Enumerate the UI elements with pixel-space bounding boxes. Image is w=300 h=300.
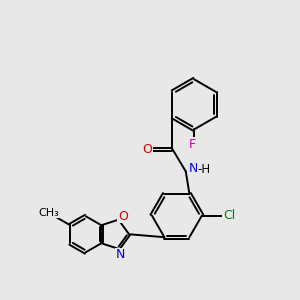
Text: N: N <box>188 162 198 175</box>
Text: N: N <box>115 248 124 261</box>
Text: -H: -H <box>197 163 211 176</box>
Text: O: O <box>118 210 128 223</box>
Text: CH₃: CH₃ <box>39 208 60 218</box>
Text: O: O <box>142 143 152 156</box>
Text: Cl: Cl <box>223 209 235 222</box>
Text: F: F <box>189 138 196 151</box>
